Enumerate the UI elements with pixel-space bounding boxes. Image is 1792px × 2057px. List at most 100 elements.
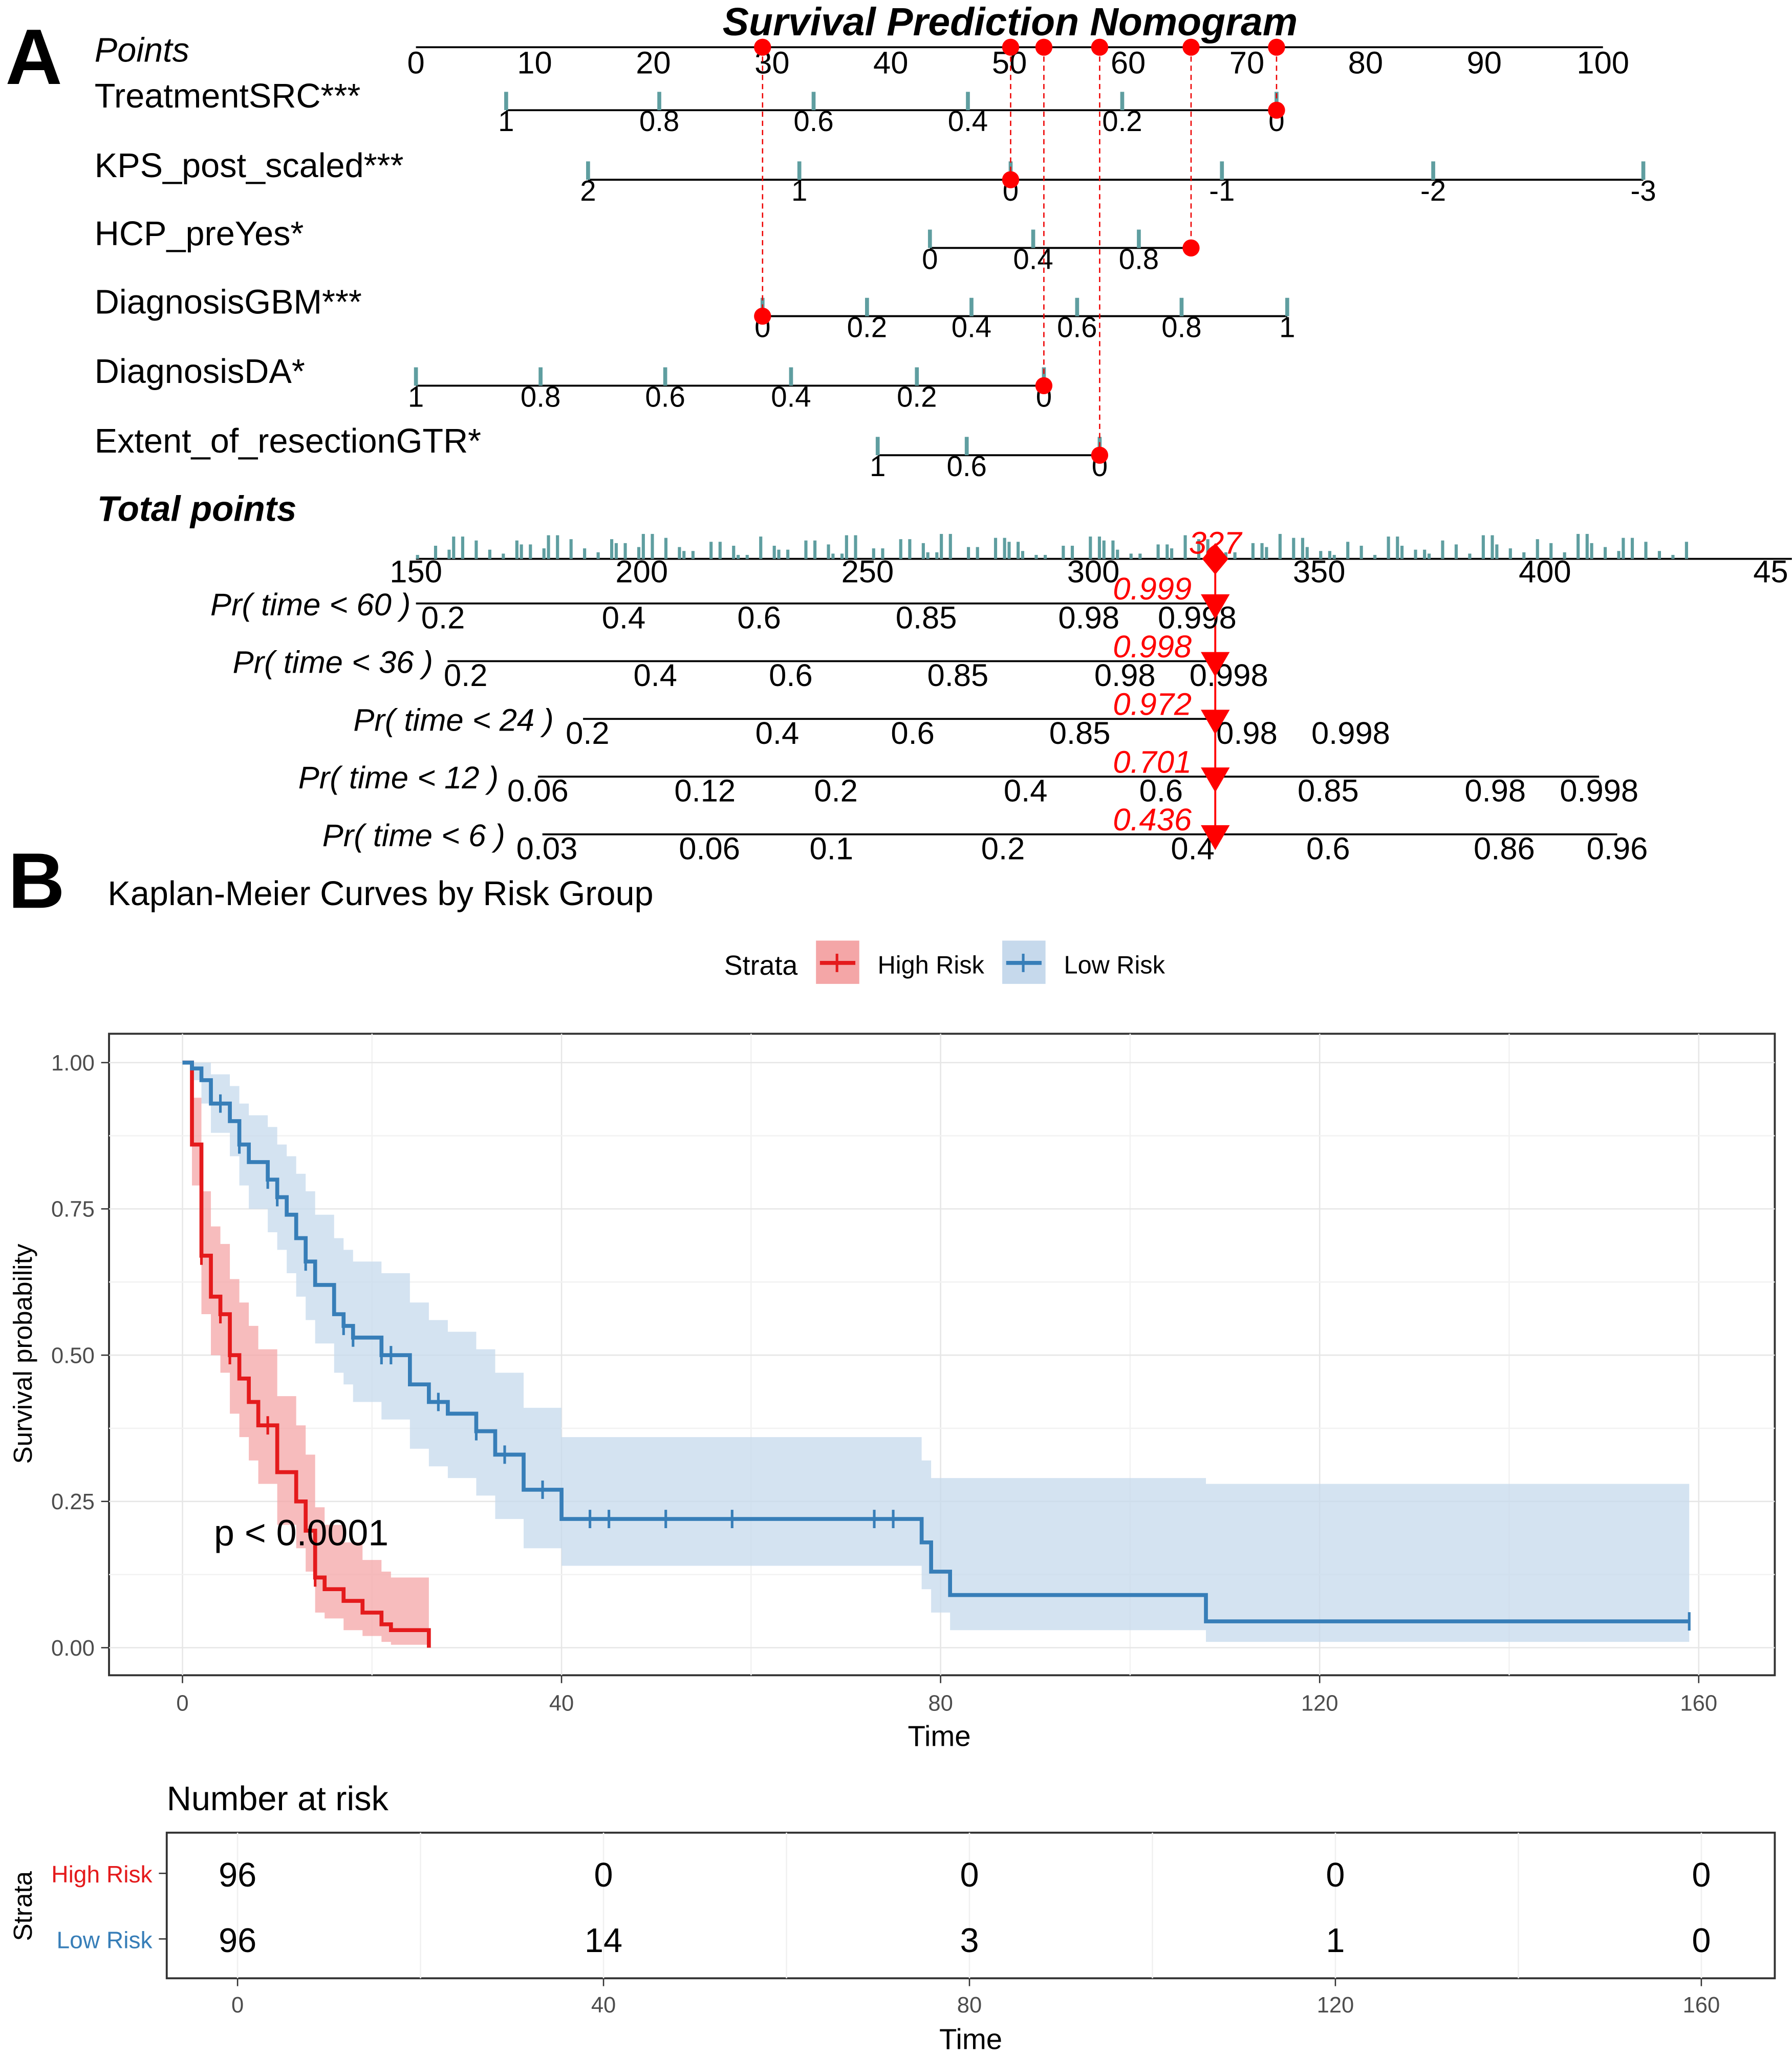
probability-tick-label: 0.998	[1311, 716, 1390, 751]
total-points-histogram-bar	[1359, 546, 1363, 559]
risk-count: 0	[1692, 1856, 1711, 1894]
total-points-histogram-bar	[1387, 537, 1390, 559]
probability-tick-label: 0.85	[1049, 716, 1111, 751]
total-points-histogram-bar	[976, 547, 979, 559]
probability-tick-label: 0.998	[1190, 658, 1268, 693]
variable-tick-label: 0.2	[1102, 105, 1142, 137]
selected-value-marker	[1091, 446, 1109, 464]
probability-axis-label: Pr( time < 24 )	[353, 702, 553, 738]
variable-tick-label: 0.8	[639, 105, 679, 137]
total-points-histogram-bar	[926, 552, 930, 559]
km-title: Kaplan-Meier Curves by Risk Group	[107, 875, 653, 913]
total-points-histogram-bar	[994, 538, 998, 559]
variable-tick-label: 0.6	[1057, 311, 1097, 344]
risk-count: 0	[1326, 1856, 1345, 1894]
points-tick-label: 60	[1111, 45, 1146, 80]
y-tick-label: 0.00	[51, 1636, 95, 1661]
points-tick-label: 90	[1467, 45, 1502, 80]
points-marker	[1002, 38, 1020, 56]
variable-tick-label: 0.8	[521, 380, 560, 413]
panel-label-b: B	[8, 837, 65, 925]
total-points-histogram-bar	[1062, 546, 1065, 559]
total-points-histogram-bar	[831, 553, 835, 559]
total-points-tick-label: 400	[1519, 554, 1571, 590]
total-points-histogram-bar	[804, 540, 808, 559]
probability-value: 0.701	[1113, 744, 1192, 780]
probability-tick-label: 0.4	[633, 658, 677, 693]
variable-tick-label: 0.6	[946, 450, 986, 482]
variable-label: DiagnosisDA*	[95, 353, 305, 391]
variable-tick-label: 0.4	[952, 311, 991, 344]
variable-label: TreatmentSRC***	[95, 77, 360, 115]
variable-tick-label: 0.4	[771, 380, 811, 413]
probability-tick-label: 0.98	[1094, 658, 1156, 693]
probability-tick-label: 0.85	[896, 600, 957, 635]
probability-tick-label: 0.85	[1298, 774, 1359, 809]
risk-row-label: Low Risk	[57, 1926, 153, 1953]
total-points-histogram-bar	[1233, 552, 1237, 559]
variable-tick-label: 0.2	[847, 311, 887, 344]
selected-value-marker	[1035, 377, 1053, 395]
variable-tick-label: 0.8	[1161, 311, 1201, 344]
risk-table-panel	[165, 1831, 1776, 1980]
selected-value-marker	[1182, 239, 1200, 256]
variable-tick-label: 1	[498, 105, 514, 137]
total-points-histogram-bar	[1197, 539, 1201, 559]
total-points-histogram-bar	[1491, 535, 1494, 559]
total-points-tick-label: 300	[1067, 554, 1120, 590]
nomogram-title: Survival Prediction Nomogram	[723, 0, 1298, 44]
total-points-histogram-bar	[641, 533, 645, 559]
probability-marker	[1201, 652, 1230, 677]
total-points-histogram-bar	[614, 543, 618, 559]
variable-tick-label: -3	[1630, 175, 1656, 207]
total-points-histogram-bar	[1522, 552, 1526, 559]
points-tick-label: 40	[873, 45, 908, 80]
total-points-histogram-bar	[1328, 551, 1331, 559]
probability-axis-label: Pr( time < 12 )	[298, 760, 499, 796]
selected-value-marker	[754, 307, 771, 325]
probability-tick-label: 0.4	[1171, 831, 1215, 866]
total-points-histogram-bar	[1396, 537, 1399, 559]
total-points-histogram-bar	[777, 549, 781, 559]
total-points-marker	[1202, 543, 1228, 575]
probability-tick-label: 0.06	[679, 831, 740, 866]
panel-label-a: A	[6, 13, 62, 101]
total-points-histogram-bar	[1481, 535, 1485, 559]
total-points-histogram-bar	[1097, 537, 1102, 559]
probability-tick-label: 0.6	[891, 716, 935, 751]
variable-tick-label: 0.2	[897, 380, 937, 413]
variable-tick-label: 0.8	[1119, 243, 1159, 275]
total-points-histogram-bar	[1206, 539, 1210, 559]
total-points-histogram-bar	[813, 540, 817, 559]
total-points-histogram-bar	[881, 548, 884, 559]
total-points-histogram-bar	[664, 538, 668, 559]
total-points-histogram-bar	[1585, 533, 1589, 559]
km-plot: Kaplan-Meier Curves by Risk Group Strata H…	[8, 875, 1776, 1752]
probability-value: 0.972	[1113, 687, 1192, 722]
total-points-histogram-bar	[1070, 546, 1074, 559]
total-points-histogram-bar	[1441, 540, 1444, 559]
total-points-histogram-bar	[1003, 538, 1006, 559]
probability-tick-label: 0.4	[755, 716, 799, 751]
total-points-histogram-bar	[1165, 544, 1169, 559]
total-points-histogram-bar	[840, 553, 844, 559]
probability-axis-label: Pr( time < 60 )	[210, 587, 411, 623]
total-points-histogram-bar	[1508, 548, 1512, 559]
total-points-histogram-bar	[474, 540, 478, 559]
total-points-histogram-bar	[1468, 553, 1472, 559]
probability-tick-label: 0.12	[674, 774, 736, 809]
probability-tick-label: 0.2	[814, 774, 858, 809]
x-axis-label: Time	[939, 2023, 1002, 2055]
points-tick-label: 10	[517, 45, 552, 80]
x-tick-label: 80	[957, 1993, 982, 2018]
total-points-histogram-bar	[1427, 553, 1431, 559]
total-points-histogram-bar	[1265, 547, 1268, 559]
probability-tick-label: 0.6	[737, 600, 781, 635]
probability-tick-label: 0.6	[1306, 831, 1350, 866]
total-points-histogram-bar	[1301, 538, 1305, 559]
total-points-histogram-bar	[827, 544, 830, 559]
points-tick-label: 100	[1577, 45, 1629, 80]
points-tick-label: 20	[636, 45, 671, 80]
variable-tick-label: 0.6	[793, 105, 833, 137]
probability-tick-label: 0.4	[602, 600, 646, 635]
